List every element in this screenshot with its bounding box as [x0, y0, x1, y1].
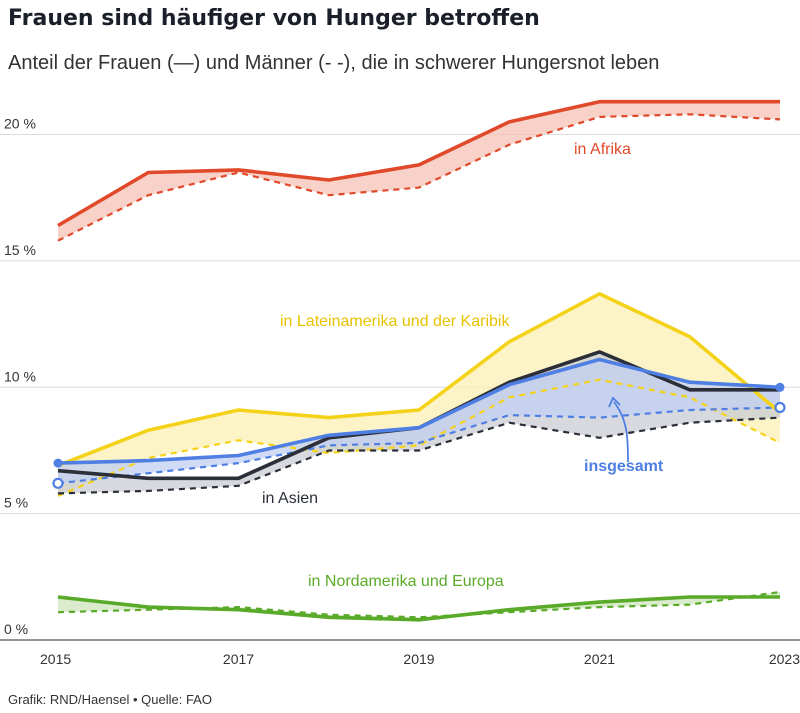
line-men-afrika: [57, 113, 781, 242]
area-nordamerika: [58, 592, 780, 620]
axis-labels: 0 % 5 % 10 % 15 % 20 % 2015 2017 2019 2021 2023: [4, 116, 800, 667]
line-men-insgesamt: [57, 406, 781, 485]
x-tick-label: 2015: [40, 651, 71, 667]
line-women-lateinamerika: [57, 292, 782, 468]
x-tick-label: 2023: [769, 651, 800, 667]
series-label-nordamerika: in Nordamerika und Europa: [308, 573, 504, 590]
y-tick-label: 20 %: [4, 116, 36, 132]
marker-men-end: [774, 401, 786, 414]
line-men-lateinamerika: [57, 378, 781, 497]
marker-men-start: [52, 477, 64, 489]
y-tick-label: 15 %: [4, 242, 36, 258]
line-women-nordamerika: [57, 595, 780, 622]
gridlines: [0, 134, 800, 641]
area-lateinamerika: [58, 293, 780, 496]
annotation-arrowhead: [608, 396, 621, 408]
line-men-asien: [57, 416, 781, 495]
y-tick-label: 10 %: [4, 368, 36, 384]
endpoint-markers: [52, 382, 786, 489]
y-tick-label: 0 %: [4, 621, 28, 637]
series-label-asien: in Asien: [262, 490, 318, 507]
chart-title: Frauen sind häufiger von Hunger betroffe…: [8, 6, 540, 31]
x-tick-label: 2017: [223, 651, 254, 667]
series-labels: in Afrika in Lateinamerika und der Karibi…: [262, 141, 664, 590]
y-tick-label: 5 %: [4, 495, 28, 511]
area-insgesamt: [58, 359, 780, 484]
x-tick-label: 2021: [584, 651, 615, 667]
series-label-insgesamt: insgesamt: [584, 458, 664, 475]
marker-women-end: [775, 382, 785, 392]
series-lines: [57, 99, 782, 622]
area-afrika: [58, 101, 780, 241]
source-credit: Grafik: RND/Haensel • Quelle: FAO: [8, 692, 212, 707]
line-women-afrika: [57, 99, 780, 228]
series-label-lateinamerika: in Lateinamerika und der Karibik: [280, 313, 510, 330]
series-label-afrika: in Afrika: [574, 141, 631, 158]
marker-women-start: [53, 458, 63, 468]
x-tick-label: 2019: [403, 651, 434, 667]
line-women-insgesamt: [57, 357, 781, 465]
chart-subtitle: Anteil der Frauen (—) und Männer (- -), …: [8, 52, 660, 74]
annotation-arrow: [613, 401, 629, 463]
difference-areas: [58, 101, 780, 620]
